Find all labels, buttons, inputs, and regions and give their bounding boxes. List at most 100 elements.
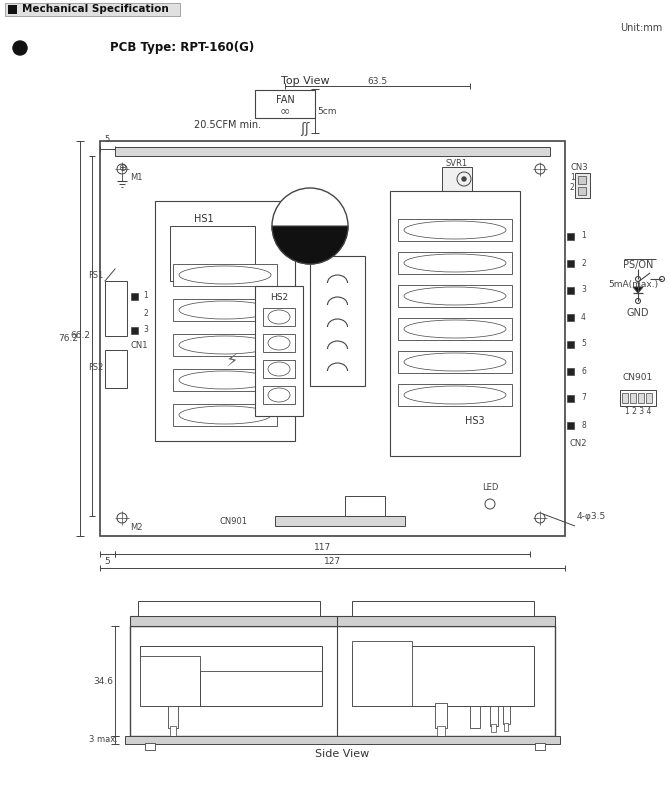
Text: ʃʃ: ʃʃ: [300, 122, 310, 136]
Text: 1: 1: [581, 232, 586, 240]
Bar: [263, 334, 295, 352]
Text: 8: 8: [581, 420, 586, 430]
Text: FS2: FS2: [88, 364, 103, 373]
Bar: [490, 706, 498, 726]
Bar: [352, 641, 412, 706]
Text: FAN: FAN: [275, 95, 294, 105]
Text: Unit:mm: Unit:mm: [620, 23, 662, 33]
Bar: [398, 384, 512, 406]
Text: 7: 7: [581, 393, 586, 403]
Text: 5mA(max.): 5mA(max.): [608, 280, 658, 290]
Wedge shape: [272, 226, 348, 264]
Text: 4-φ3.5: 4-φ3.5: [577, 512, 606, 521]
Bar: [398, 252, 512, 274]
Bar: [437, 726, 445, 736]
Bar: [173, 264, 277, 286]
Bar: [398, 318, 512, 340]
Bar: [435, 703, 447, 728]
Bar: [345, 496, 385, 516]
Bar: [630, 393, 636, 403]
Bar: [575, 173, 590, 198]
Bar: [567, 314, 574, 321]
Text: FS1: FS1: [88, 271, 103, 280]
Bar: [470, 706, 480, 728]
Text: 66.2: 66.2: [70, 331, 90, 341]
Text: ⚡: ⚡: [226, 353, 239, 371]
Bar: [130, 626, 555, 736]
Bar: [263, 308, 295, 326]
Bar: [567, 233, 574, 240]
Bar: [578, 176, 586, 184]
Bar: [170, 726, 176, 736]
Bar: [115, 147, 550, 156]
Bar: [504, 723, 508, 731]
Bar: [131, 327, 138, 334]
Bar: [310, 256, 365, 386]
Bar: [503, 706, 510, 724]
Bar: [442, 167, 472, 191]
Text: 34.6: 34.6: [93, 677, 113, 685]
Text: PCB Type: RPT-160(G): PCB Type: RPT-160(G): [110, 41, 254, 54]
Bar: [535, 743, 545, 750]
Bar: [567, 341, 574, 348]
Bar: [263, 360, 295, 378]
Bar: [168, 706, 178, 728]
Circle shape: [13, 41, 27, 55]
Bar: [491, 724, 496, 732]
Bar: [567, 287, 574, 294]
Text: CN901: CN901: [623, 373, 653, 383]
Text: 1 2 3 4: 1 2 3 4: [625, 408, 651, 416]
Bar: [567, 395, 574, 402]
Bar: [398, 351, 512, 373]
Text: 2: 2: [143, 309, 148, 318]
Text: 2: 2: [570, 184, 575, 193]
Bar: [255, 286, 303, 416]
Bar: [398, 285, 512, 307]
Text: 5cm: 5cm: [318, 107, 337, 115]
Bar: [100, 141, 565, 536]
Text: CN1: CN1: [130, 341, 148, 350]
Bar: [275, 516, 405, 526]
Text: CN3: CN3: [570, 163, 588, 173]
Text: Top View: Top View: [281, 76, 330, 86]
Text: 76.2: 76.2: [58, 334, 78, 343]
Text: CN901: CN901: [219, 517, 247, 525]
Text: Side View: Side View: [316, 749, 370, 759]
Text: CN2: CN2: [570, 439, 588, 447]
Circle shape: [272, 188, 348, 264]
Text: 127: 127: [324, 557, 341, 567]
Text: 5: 5: [104, 557, 110, 567]
Bar: [567, 368, 574, 375]
Polygon shape: [633, 287, 643, 293]
Text: LED: LED: [482, 483, 498, 493]
Text: 3 max.: 3 max.: [88, 736, 117, 744]
Bar: [170, 226, 255, 281]
Text: 1: 1: [570, 174, 575, 182]
Bar: [578, 187, 586, 195]
Text: ∞: ∞: [280, 103, 290, 117]
Text: HS3: HS3: [465, 416, 484, 426]
Bar: [622, 393, 628, 403]
Text: M2: M2: [130, 522, 143, 532]
Text: PS/ON: PS/ON: [623, 260, 653, 270]
Bar: [567, 260, 574, 267]
Bar: [145, 743, 155, 750]
Text: 5: 5: [581, 340, 586, 349]
Text: M1: M1: [130, 174, 143, 182]
Bar: [567, 422, 574, 429]
Bar: [5, 3, 180, 16]
Text: GND: GND: [626, 308, 649, 318]
Text: Mechanical Specification: Mechanical Specification: [21, 4, 168, 14]
Bar: [173, 299, 277, 321]
Text: HS1: HS1: [194, 214, 214, 224]
Bar: [390, 191, 520, 456]
Bar: [646, 393, 652, 403]
Bar: [138, 601, 320, 616]
Bar: [173, 404, 277, 426]
Text: 20.5CFM min.: 20.5CFM min.: [194, 120, 261, 130]
Bar: [173, 334, 277, 356]
Bar: [398, 219, 512, 241]
Bar: [105, 281, 127, 336]
Bar: [255, 90, 315, 118]
Bar: [140, 656, 200, 706]
